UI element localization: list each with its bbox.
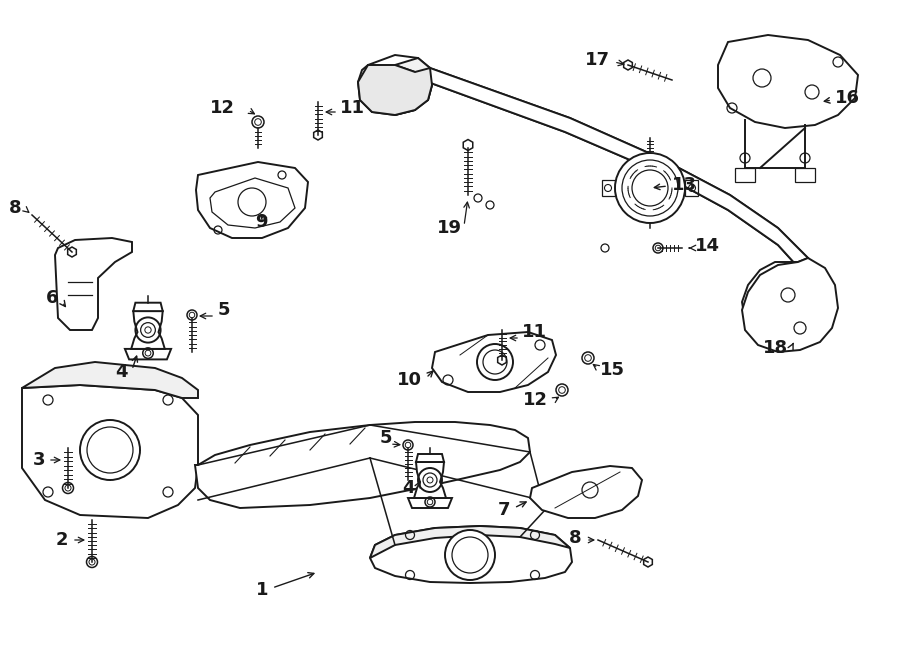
Polygon shape — [432, 332, 556, 392]
Text: 2: 2 — [56, 531, 68, 549]
Polygon shape — [358, 55, 432, 115]
Polygon shape — [195, 422, 530, 508]
Text: 19: 19 — [437, 219, 462, 237]
Text: 17: 17 — [585, 51, 610, 69]
Text: 5: 5 — [218, 301, 230, 319]
Text: 12: 12 — [210, 99, 235, 117]
Polygon shape — [196, 162, 308, 238]
Polygon shape — [358, 65, 432, 115]
Text: 8: 8 — [9, 199, 22, 217]
Polygon shape — [133, 303, 163, 311]
Text: 1: 1 — [256, 581, 268, 599]
Polygon shape — [131, 311, 165, 349]
Text: 16: 16 — [835, 89, 860, 107]
Polygon shape — [22, 362, 198, 398]
Text: 14: 14 — [695, 237, 720, 255]
Text: 15: 15 — [600, 361, 625, 379]
Text: 7: 7 — [498, 501, 510, 519]
Text: 8: 8 — [570, 529, 582, 547]
Text: 3: 3 — [32, 451, 45, 469]
Circle shape — [80, 420, 140, 480]
Polygon shape — [530, 466, 642, 518]
Text: 11: 11 — [522, 323, 547, 341]
Text: 12: 12 — [523, 391, 548, 409]
Text: 5: 5 — [380, 429, 392, 447]
Polygon shape — [416, 454, 444, 462]
Polygon shape — [414, 462, 446, 498]
Text: 13: 13 — [672, 176, 697, 194]
Polygon shape — [408, 498, 452, 508]
Text: 10: 10 — [397, 371, 422, 389]
Polygon shape — [742, 258, 838, 352]
Circle shape — [615, 153, 685, 223]
Text: 4: 4 — [115, 363, 128, 381]
Circle shape — [445, 530, 495, 580]
Polygon shape — [370, 526, 572, 583]
Text: 18: 18 — [763, 339, 788, 357]
Polygon shape — [395, 68, 828, 342]
Polygon shape — [370, 526, 570, 558]
Polygon shape — [718, 35, 858, 128]
Text: 6: 6 — [46, 289, 58, 307]
Text: 4: 4 — [402, 479, 415, 497]
Polygon shape — [55, 238, 132, 330]
Text: 11: 11 — [340, 99, 365, 117]
Polygon shape — [125, 349, 171, 360]
Polygon shape — [395, 58, 825, 280]
Polygon shape — [22, 385, 198, 518]
Text: 9: 9 — [256, 213, 268, 231]
